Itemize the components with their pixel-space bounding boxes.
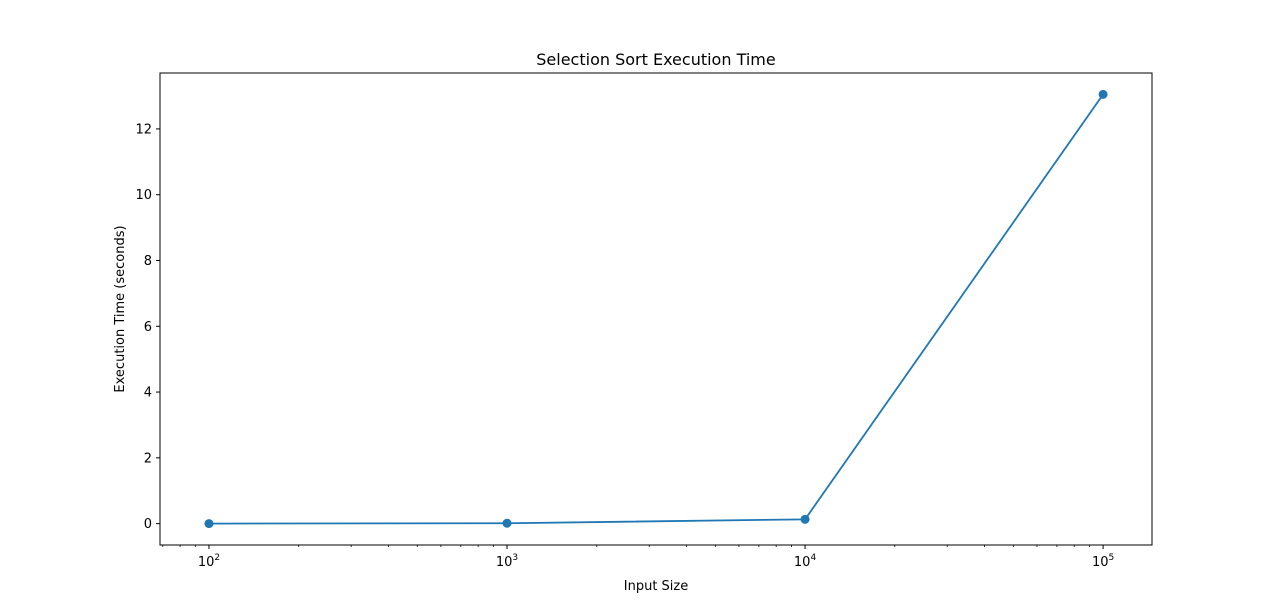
x-tick-exponent: 4	[810, 553, 816, 563]
x-tick-exponent: 3	[512, 553, 518, 563]
y-tick-label: 8	[144, 254, 152, 269]
y-tick-label: 0	[144, 517, 152, 532]
y-tick-label: 12	[135, 122, 152, 137]
y-tick-label: 4	[144, 386, 152, 401]
y-tick-label: 6	[144, 320, 152, 335]
data-point	[502, 518, 512, 528]
x-tick-label: 105	[1092, 553, 1114, 570]
y-axis-label: Execution Time (seconds)	[113, 225, 128, 392]
x-tick-exponent: 2	[214, 553, 220, 563]
x-tick-base: 10	[794, 555, 811, 570]
y-tick-label: 2	[144, 451, 152, 466]
series-line	[208, 93, 1104, 525]
axes-frame	[159, 72, 1153, 546]
chart-title: Selection Sort Execution Time	[536, 50, 775, 69]
plot-area	[204, 89, 1108, 529]
x-tick-base: 10	[1092, 555, 1109, 570]
x-tick-label: 102	[198, 553, 220, 570]
x-tick-base: 10	[496, 555, 513, 570]
data-point	[1098, 89, 1108, 99]
x-tick-base: 10	[198, 555, 215, 570]
data-point	[204, 519, 214, 529]
x-tick-label: 104	[794, 553, 817, 570]
x-tick-label: 103	[496, 553, 518, 570]
y-tick-label: 10	[135, 188, 152, 203]
x-axis-label: Input Size	[624, 579, 688, 594]
data-point	[800, 514, 810, 524]
x-tick-exponent: 5	[1109, 553, 1115, 563]
